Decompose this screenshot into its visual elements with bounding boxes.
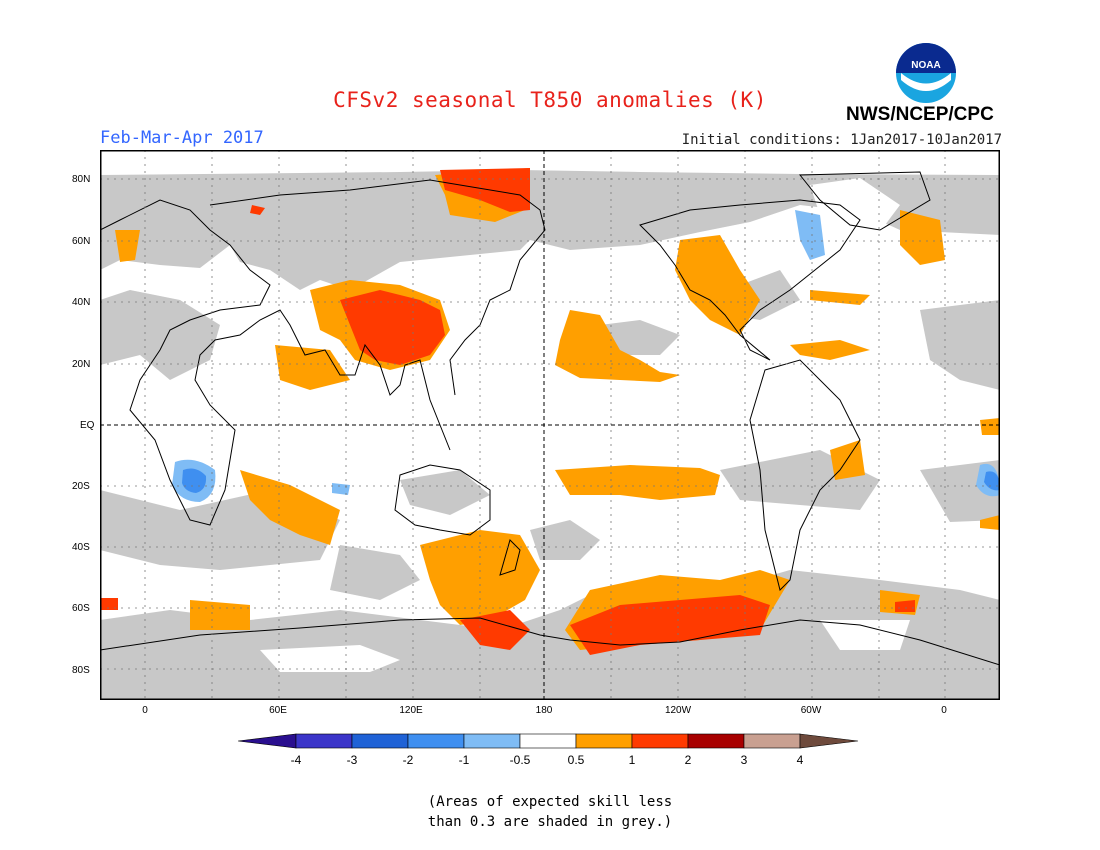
noaa-logo: NOAA bbox=[895, 42, 957, 104]
map-frame bbox=[100, 150, 1000, 700]
colorbar-cell bbox=[631, 733, 689, 749]
lat-label: 80S bbox=[72, 665, 90, 676]
lon-label: 180 bbox=[535, 705, 553, 716]
colorbar-cell bbox=[295, 733, 353, 749]
lat-label: 60S bbox=[72, 603, 90, 614]
colorbar-cell bbox=[743, 733, 801, 749]
map-title: CFSv2 seasonal T850 anomalies (K) bbox=[333, 88, 767, 112]
colorbar-cell bbox=[351, 733, 409, 749]
colorbar-label: -0.5 bbox=[509, 753, 531, 767]
period-label: Feb-Mar-Apr 2017 bbox=[100, 128, 264, 148]
lon-label: 0 bbox=[941, 705, 947, 716]
colorbar-arrow-low bbox=[238, 733, 297, 749]
lat-label: 40S bbox=[72, 542, 90, 553]
colorbar-label: -1 bbox=[458, 753, 470, 767]
lon-label: 120W bbox=[664, 705, 692, 716]
colorbar-cell bbox=[519, 733, 577, 749]
colorbar-label: -4 bbox=[290, 753, 302, 767]
colorbar-label: -3 bbox=[346, 753, 358, 767]
lat-label: 80N bbox=[72, 174, 91, 185]
noaa-logo-text: NOAA bbox=[911, 60, 940, 71]
reference-lines bbox=[100, 150, 1000, 700]
colorbar-label: 4 bbox=[796, 753, 804, 767]
colorbar-label: 0.5 bbox=[567, 753, 585, 767]
coastlines bbox=[100, 171, 1000, 666]
colorbar bbox=[238, 733, 859, 749]
colorbar-cell bbox=[687, 733, 745, 749]
lon-label: 60E bbox=[269, 705, 287, 716]
colorbar-label: 3 bbox=[740, 753, 748, 767]
lon-label: 0 bbox=[142, 705, 148, 716]
skill-note-line1: (Areas of expected skill less bbox=[427, 794, 673, 810]
colorbar-cell bbox=[463, 733, 521, 749]
colorbar-cell bbox=[407, 733, 465, 749]
lon-label: 120E bbox=[399, 705, 423, 716]
lat-label: EQ bbox=[80, 420, 95, 431]
lat-label: 60N bbox=[72, 236, 91, 247]
white-patches bbox=[260, 178, 910, 672]
colorbar-label: -2 bbox=[402, 753, 414, 767]
skill-note: (Areas of expected skill less than 0.3 a… bbox=[0, 792, 1100, 832]
colorbar-arrow-high bbox=[799, 733, 859, 749]
skill-note-line2: than 0.3 are shaded in grey.) bbox=[427, 814, 673, 830]
cold-anomaly-blue bbox=[172, 210, 1000, 502]
initial-conditions: Initial conditions: 1Jan2017-10Jan2017 bbox=[681, 132, 1002, 148]
lat-label: 20N bbox=[72, 359, 91, 370]
lat-label: 20S bbox=[72, 481, 90, 492]
colorbar-cell bbox=[575, 733, 633, 749]
anomaly-map bbox=[100, 150, 1000, 700]
colorbar-label: 1 bbox=[628, 753, 636, 767]
agency-label: NWS/NCEP/CPC bbox=[846, 104, 994, 125]
colorbar-label: 2 bbox=[684, 753, 692, 767]
lon-label: 60W bbox=[800, 705, 822, 716]
lat-label: 40N bbox=[72, 297, 91, 308]
